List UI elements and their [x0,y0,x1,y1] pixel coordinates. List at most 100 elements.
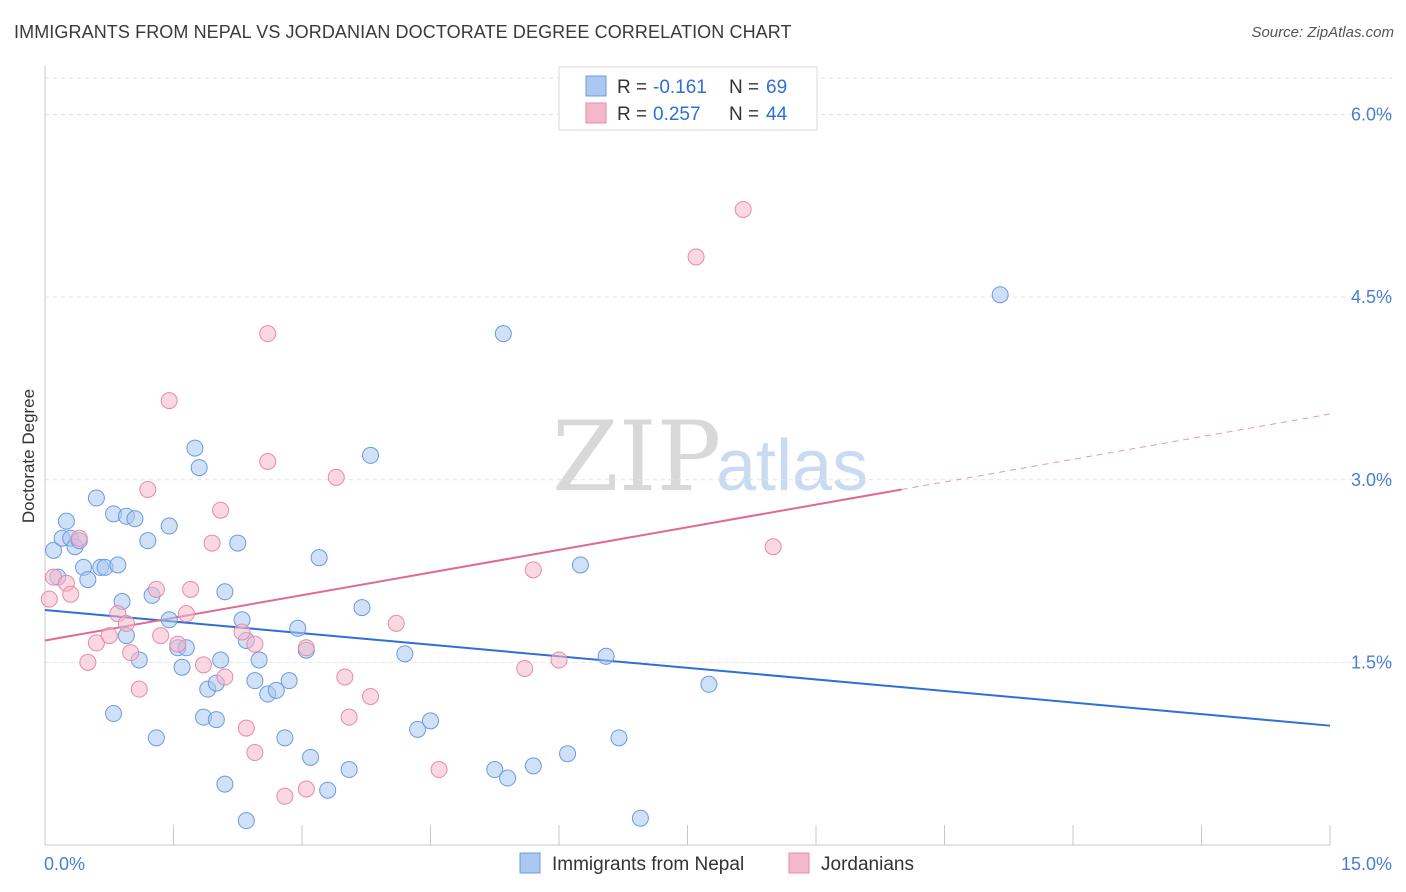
legend-box: R = -0.161 N = 69 R = 0.257 N = 44 [558,66,818,131]
nepal-point [207,711,225,729]
bottom-legend-swatch-jordan [788,852,810,874]
nepal-point [237,812,255,830]
nepal-point [280,672,298,690]
jordan-point [430,761,448,779]
nepal-point [57,512,75,530]
nepal-point [422,712,439,730]
watermark-zip: ZIP [552,401,721,513]
legend-swatch-nepal [585,75,607,97]
y-tick-label: 3.0% [1351,470,1392,490]
jordan-point [259,325,277,343]
nepal-point [310,549,328,567]
x-tick-label: 15.0% [1341,854,1392,874]
nepal-point [362,446,380,464]
legend-r-value-2: 0.257 [653,104,701,125]
jordan-trend-line-extension [901,413,1331,490]
nepal-point [216,583,234,601]
nepal-point [991,286,1009,304]
y-tick-labels: 1.5% 3.0% 4.5% 6.0% [1351,105,1392,673]
jordan-point [212,501,230,519]
bottom-legend: Immigrants from Nepal Jordanians [519,852,914,875]
jordan-point [203,534,221,552]
nepal-point [610,729,628,747]
jordan-point [734,200,752,218]
jordan-point [194,656,212,674]
jordan-point [70,529,88,547]
jordan-point [687,248,705,266]
bottom-legend-swatch-nepal [519,852,541,874]
data-points [40,200,1009,830]
nepal-point [486,761,504,779]
nepal-point [353,599,371,617]
jordan-point [62,585,80,603]
jordan-point [259,453,277,470]
nepal-point [216,775,234,793]
jordan-point [147,580,165,598]
nepal-point [160,611,178,629]
nepal-point [186,439,204,457]
nepal-point [276,729,294,747]
jordan-point [177,605,195,623]
legend-r-value-1: -0.161 [653,77,707,98]
nepal-point [109,556,127,574]
nepal-point [631,809,649,827]
nepal-point [190,459,208,477]
legend-swatch-jordan [585,102,607,124]
jordan-point [297,639,315,657]
bottom-legend-label-nepal: Immigrants from Nepal [552,854,744,875]
nepal-point [229,534,247,552]
jordan-point [100,627,118,645]
axes [44,66,1331,846]
nepal-point [267,681,285,699]
nepal-point [173,658,191,676]
jordan-point [237,719,255,737]
jordan-point [130,680,148,698]
legend-r-label-1: R = [617,77,647,98]
nepal-point [597,647,615,665]
jordan-point [152,627,170,645]
nepal-point [289,619,307,637]
jordan-point [216,668,234,686]
nepal-point [302,748,320,766]
jordan-point [297,780,315,798]
y-tick-label: 6.0% [1351,105,1392,125]
nepal-point [105,705,123,723]
nepal-point [139,532,157,550]
nepal-point [409,720,427,738]
jordan-point [169,635,187,653]
nepal-point [212,651,230,669]
jordan-point [246,635,264,653]
y-tick-label: 4.5% [1351,287,1392,307]
jordan-point [246,743,264,761]
x-tick-labels: 0.0% 15.0% [44,854,1392,874]
jordan-point [160,392,178,410]
jordan-point [524,561,542,579]
legend-n-value-2: 44 [766,104,788,125]
nepal-point [571,556,589,574]
jordan-point [122,644,140,662]
y-tick-label: 1.5% [1351,652,1392,672]
jordan-point [233,623,251,641]
jordan-point [40,590,58,608]
bottom-legend-label-jordan: Jordanians [821,854,914,875]
nepal-point [700,675,718,693]
jordan-point [550,651,568,669]
legend-n-label-1: N = [729,77,759,98]
jordan-point [182,580,200,598]
nepal-point [45,541,63,559]
nepal-point [147,729,165,747]
nepal-point [79,571,97,589]
nepal-trend-line [44,609,1331,727]
legend-n-label-2: N = [729,104,759,125]
jordan-point [276,787,294,805]
nepal-point [250,651,268,669]
chart-source: Source: ZipAtlas.com [1251,24,1394,41]
jordan-point [362,687,380,705]
watermark-atlas: atlas [716,426,868,506]
jordan-point [336,668,354,686]
nepal-point [524,757,542,775]
jordan-point [387,614,405,632]
jordan-point [340,708,358,726]
legend-r-label-2: R = [617,104,647,125]
